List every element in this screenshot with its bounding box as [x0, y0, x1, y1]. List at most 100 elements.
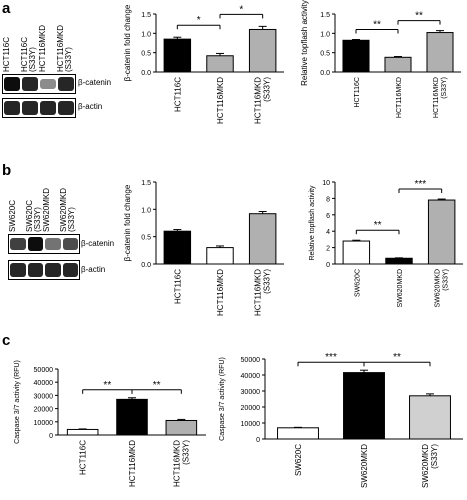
category-label: HCT116MKD	[216, 77, 225, 124]
significance-label: **	[103, 380, 111, 391]
y-tick-label: 30000	[34, 393, 54, 400]
blot-a-row-label-catenin: β-catenin	[78, 78, 112, 87]
y-tick-label: 30000	[241, 389, 261, 396]
category-label-line: (S33Y)	[263, 269, 272, 294]
category-label-line: (S33Y)	[443, 269, 450, 291]
category-label-line: HCT116MKD	[254, 77, 263, 124]
y-tick-label: 0.5	[141, 235, 151, 242]
category-label: SW620MKD	[397, 269, 404, 308]
blot-band	[22, 101, 38, 115]
blot-band	[58, 101, 74, 115]
blot-b-lane-label: SW620C (S33Y)	[25, 199, 42, 232]
y-tick-label: 0.5	[141, 51, 151, 58]
category-label: HCT116C	[173, 77, 182, 112]
blot-band	[22, 77, 38, 91]
y-tick-label: 0.0	[141, 262, 151, 269]
category-label: SW620MKD(S33Y)	[435, 269, 450, 308]
blot-a-lane-label: HCT116MKD (S33Y)	[56, 25, 73, 72]
y-tick-label: 10000	[34, 420, 54, 427]
blot-b-lane-label: SW620MKD (S33Y)	[59, 187, 76, 232]
chart-c1-caspase-activity: 0 10000 20000 30000 40000 50000 Caspase 3/7 ac…	[14, 360, 206, 487]
blot-b-row-label-catenin: β-catenin	[81, 239, 115, 248]
blot-a-actin-strip	[2, 98, 76, 118]
y-tick-label: 0.0	[141, 70, 151, 77]
category-label-line: HCT116MKD	[216, 269, 225, 316]
significance-label: *	[197, 15, 201, 26]
panel-letter-c: c	[2, 332, 11, 349]
bar	[206, 55, 234, 73]
category-label-line: SW620MKD	[397, 269, 404, 308]
blot-b-lane-label: SW620C	[8, 199, 17, 232]
blot-a-lane-label: HCT116C	[2, 37, 11, 72]
y-tick-label: 8	[326, 196, 330, 203]
blot-band	[27, 237, 43, 251]
bar	[343, 372, 385, 440]
chart-b2-topflash-activity: 0 2 4 6 8 10 Relative topflash activity SW620C S…	[309, 179, 463, 308]
category-label: HCT116MKD(S33Y)	[254, 269, 272, 316]
y-tick-label: 1.5	[320, 12, 330, 19]
bar	[277, 427, 319, 440]
y-tick-label: 10	[322, 180, 330, 187]
blot-band	[45, 238, 61, 250]
bar	[163, 230, 192, 265]
y-tick-label: 20000	[241, 405, 261, 412]
category-label-line: SW620C	[294, 444, 303, 476]
y-tick-label: 1.5	[141, 180, 151, 187]
chart-b1-catenin-fold-change: 0.0 0.5 1.0 1.5 β-catenin fold change HCT116C…	[123, 180, 284, 316]
bar	[248, 28, 277, 73]
blot-band	[40, 78, 56, 90]
category-label-line: HCT116C	[173, 269, 182, 304]
blot-a-row-label-actin: β-actin	[78, 102, 103, 111]
y-tick-label: 10000	[241, 421, 261, 428]
y-tick-label: 50000	[241, 357, 261, 364]
blot-band	[4, 77, 20, 91]
category-label-line: HCT116MKD	[172, 440, 181, 487]
bar	[163, 38, 192, 73]
category-label-line: (S33Y)	[441, 77, 448, 99]
blot-band	[40, 101, 56, 115]
category-label: SW620MKD	[360, 444, 369, 488]
y-tick-label: 2	[326, 246, 330, 253]
category-label: HCT116C	[79, 440, 88, 475]
y-tick-label: 50000	[34, 367, 54, 374]
chart-c2-caspase-activity: 0 10000 20000 30000 40000 50000 Caspase 3/7 ac…	[219, 352, 463, 488]
blot-a-catenin-strip	[2, 74, 76, 94]
y-tick-label: 0	[256, 437, 260, 444]
blot-band	[10, 237, 26, 251]
category-label: HCT116C	[354, 77, 361, 108]
category-label-line: (S33Y)	[181, 440, 190, 465]
significance-label: **	[153, 380, 161, 391]
blot-band	[62, 237, 78, 251]
blot-band	[10, 263, 26, 277]
category-label: SW620MKD(S33Y)	[421, 444, 439, 488]
blot-b-catenin-strip	[8, 234, 80, 254]
category-label-line: SW620C	[354, 269, 361, 297]
blot-b-row-label-actin: β-actin	[81, 265, 106, 274]
blot-a-lane-label: HCT116MKD	[38, 25, 47, 72]
category-label: HCT116MKD(S33Y)	[254, 77, 272, 124]
blot-band	[27, 263, 43, 277]
bar	[384, 56, 412, 73]
bar	[342, 39, 370, 73]
y-tick-label: 1.0	[141, 207, 151, 214]
y-tick-label: 1.5	[141, 12, 151, 19]
blot-band	[45, 263, 61, 277]
blot-band	[62, 263, 78, 277]
category-label: HCT116C	[173, 269, 182, 304]
y-tick-label: 0.5	[320, 51, 330, 58]
category-label-line: HCT116MKD	[254, 269, 263, 316]
category-label-line: HCT116MKD	[396, 77, 403, 118]
category-label-line: HCT116MKD	[433, 77, 440, 118]
significance-label: **	[393, 352, 401, 363]
category-label-line: HCT116C	[79, 440, 88, 475]
category-label: HCT116MKD	[396, 77, 403, 118]
y-tick-label: 20000	[34, 407, 54, 414]
western-blot-a: HCT116C HCT116C (S33Y) HCT116MKD HCT116MKD …	[0, 12, 120, 152]
y-axis-label: Relative topflash activity	[300, 0, 309, 86]
y-tick-label: 0.0	[320, 70, 330, 77]
category-label-line: SW620MKD	[421, 444, 430, 488]
category-label-line: HCT116C	[173, 77, 182, 112]
y-tick-label: 1.0	[141, 31, 151, 38]
panel-letter-a: a	[2, 0, 11, 17]
western-blot-b: SW620C SW620C (S33Y) SW620MKD SW620MKD (S33…	[0, 178, 120, 298]
